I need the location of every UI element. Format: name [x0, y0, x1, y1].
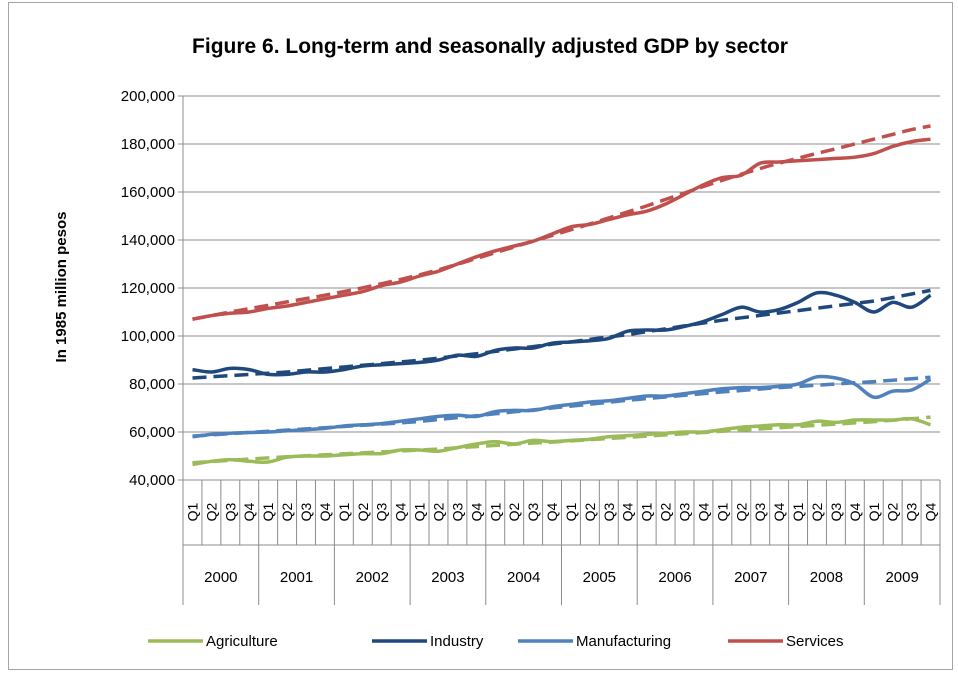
services-series-line [192, 137, 931, 321]
x-quarter-label: Q1 [790, 502, 806, 521]
x-year-label: 2005 [583, 569, 616, 586]
x-quarter-label: Q4 [923, 502, 939, 521]
x-year-label: 2001 [280, 569, 313, 586]
x-quarter-label: Q2 [203, 502, 219, 521]
x-year-label: 2002 [356, 569, 389, 586]
x-year-label: 2008 [810, 569, 843, 586]
x-quarter-label: Q2 [809, 502, 825, 521]
y-tick-label: 80,000 [129, 376, 175, 393]
x-quarter-label: Q1 [563, 502, 579, 521]
x-quarter-label: Q3 [828, 502, 844, 521]
x-quarter-label: Q4 [847, 502, 863, 521]
x-year-label: 2004 [507, 569, 540, 586]
x-quarter-label: Q1 [184, 502, 200, 521]
services-legend-label: Services [786, 633, 844, 650]
x-quarter-label: Q2 [733, 502, 749, 521]
x-year-label: 2007 [734, 569, 767, 586]
x-quarter-label: Q1 [487, 502, 503, 521]
x-quarter-label: Q1 [336, 502, 352, 521]
x-quarter-label: Q3 [298, 502, 314, 521]
manufacturing-series-line [192, 374, 932, 439]
x-quarter-label: Q3 [677, 502, 693, 521]
x-quarter-label: Q3 [449, 502, 465, 521]
y-tick-label: 120,000 [121, 280, 175, 297]
manufacturing-legend-label: Manufacturing [576, 633, 671, 650]
x-quarter-label: Q2 [582, 502, 598, 521]
chart-title: Figure 6. Long-term and seasonally adjus… [192, 35, 788, 58]
industry-legend-label: Industry [430, 633, 484, 650]
x-axis: Q1 Q2 Q3 Q4 Q1 Q2 Q3 Q4 Q1 Q2 Q3 Q4 Q1 Q2 Q3 Q4 Q1 Q2 Q3 Q4… [182, 480, 941, 605]
agriculture-legend-label: Agriculture [206, 633, 278, 650]
x-quarter-label: Q3 [601, 502, 617, 521]
x-quarter-label: Q3 [904, 502, 920, 521]
x-quarter-label: Q1 [866, 502, 882, 521]
industry-series-line [192, 290, 932, 377]
x-quarter-label: Q1 [639, 502, 655, 521]
x-quarter-label: Q4 [317, 502, 333, 521]
x-quarter-label: Q4 [695, 502, 711, 521]
x-year-label: 2003 [431, 569, 464, 586]
x-quarter-label: Q3 [222, 502, 238, 521]
y-tick-label: 160,000 [121, 184, 175, 201]
x-quarter-label: Q1 [714, 502, 730, 521]
y-tick-label: 100,000 [121, 328, 175, 345]
x-quarter-label: Q2 [430, 502, 446, 521]
y-tick-label: 200,000 [121, 88, 175, 105]
x-year-label: 2000 [204, 569, 237, 586]
x-quarter-label: Q4 [620, 502, 636, 521]
x-year-label: 2006 [658, 569, 691, 586]
services-trend-line [192, 124, 931, 321]
x-quarter-label: Q2 [885, 502, 901, 521]
x-year-label: 2009 [885, 569, 918, 586]
legend: Agriculture Industry Manufacturing Services [148, 633, 844, 650]
x-quarter-label: Q2 [658, 502, 674, 521]
y-tick-label: 180,000 [121, 136, 175, 153]
y-tick-label: 140,000 [121, 232, 175, 249]
gridlines [183, 95, 940, 481]
y-tick-label: 40,000 [129, 472, 175, 489]
series-lines [192, 124, 932, 467]
x-quarter-label: Q4 [393, 502, 409, 521]
y-tick-label: 60,000 [129, 424, 175, 441]
x-quarter-label: Q2 [506, 502, 522, 521]
x-quarter-label: Q4 [771, 502, 787, 521]
y-axis-label: In 1985 million pesos [53, 212, 70, 363]
x-quarter-label: Q4 [544, 502, 560, 521]
x-quarter-label: Q4 [468, 502, 484, 521]
y-axis-ticks: 40,000 60,000 80,000 100,000 120,000 140,000 1… [121, 88, 184, 489]
x-quarter-label: Q2 [355, 502, 371, 521]
x-quarter-label: Q4 [241, 502, 257, 521]
x-quarter-label: Q2 [279, 502, 295, 521]
x-quarter-label: Q1 [412, 502, 428, 521]
x-quarter-label: Q3 [752, 502, 768, 521]
x-quarter-label: Q3 [525, 502, 541, 521]
x-quarter-label: Q3 [374, 502, 390, 521]
agriculture-series-line [192, 416, 932, 467]
x-quarter-label: Q1 [260, 502, 276, 521]
